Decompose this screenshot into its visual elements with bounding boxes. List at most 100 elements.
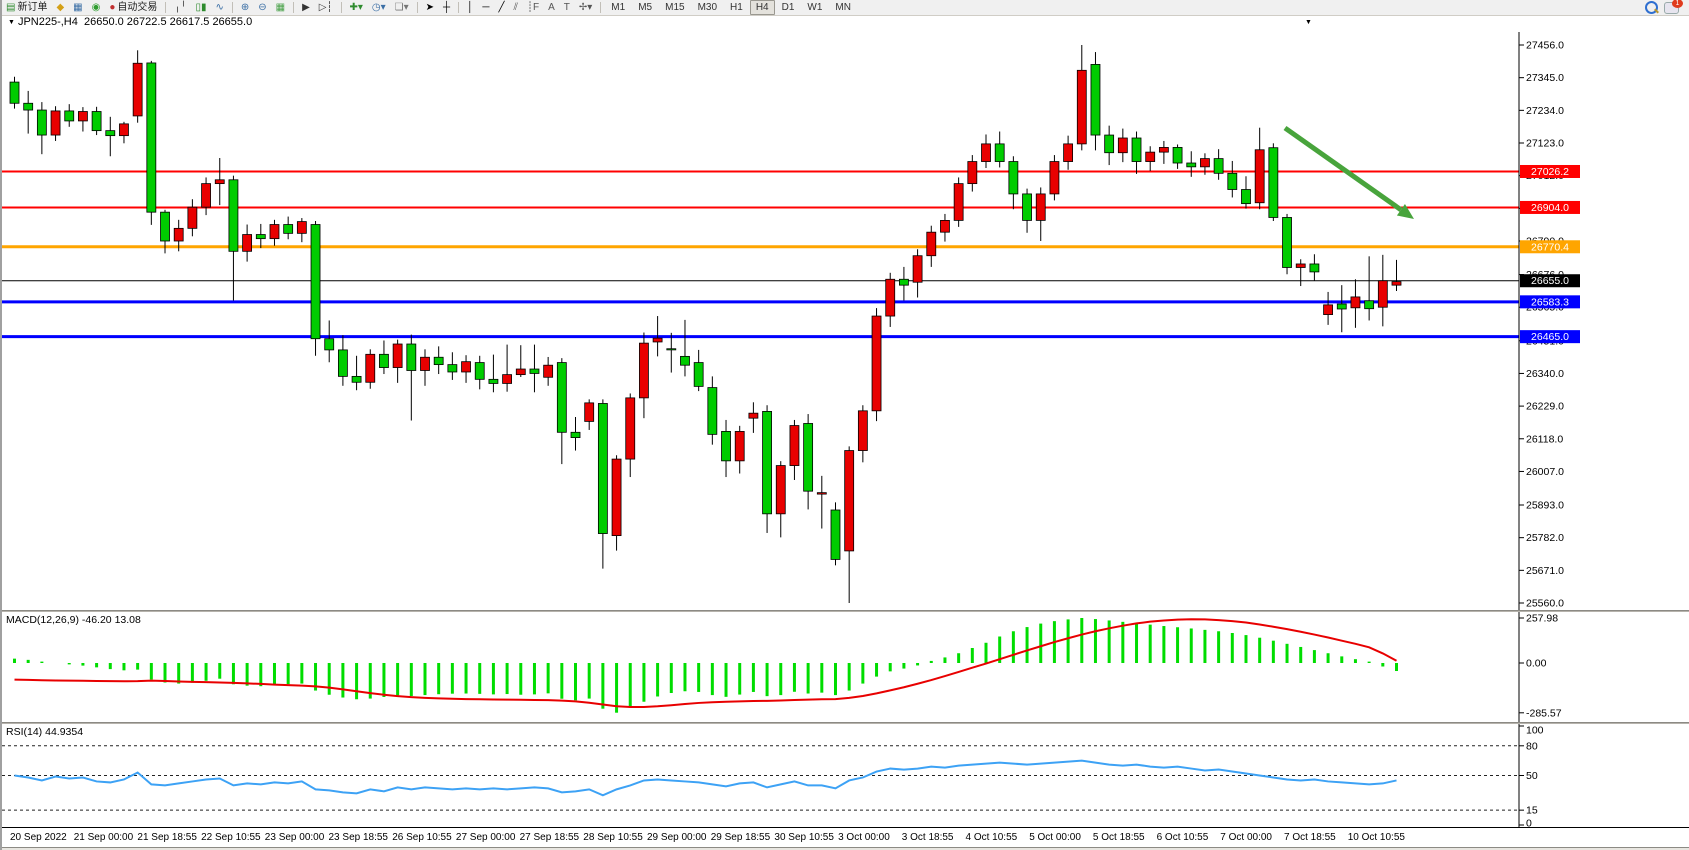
timeframe-button-h4[interactable]: H4: [749, 0, 775, 15]
candle: [570, 431, 581, 439]
cursor-button[interactable]: ➤: [422, 0, 438, 15]
rsi-tick-label: 0: [1526, 818, 1532, 828]
candle: [748, 412, 759, 419]
candle: [1350, 296, 1361, 309]
crosshair-button[interactable]: ┼: [439, 0, 454, 15]
candle: [515, 368, 526, 376]
candle: [1158, 147, 1169, 153]
arrows-tool-button[interactable]: ✢▾: [575, 0, 596, 15]
time-label: 23 Sep 18:55: [328, 832, 389, 843]
timeframe-button-m1[interactable]: M1: [611, 2, 626, 13]
candle: [803, 423, 814, 492]
candle: [146, 62, 157, 213]
symbols-button[interactable]: ◆: [52, 0, 68, 15]
fibonacci-button[interactable]: ┊F: [523, 0, 543, 15]
collapse-icon[interactable]: ▼: [8, 19, 15, 26]
new-order-button[interactable]: ▤ 新订单: [2, 0, 51, 15]
candle: [967, 161, 978, 185]
chart-shift-marker-icon[interactable]: ▼: [1305, 19, 1312, 26]
candle: [1063, 143, 1074, 162]
candle: [597, 403, 608, 534]
macd-axis[interactable]: 257.98 0.00 -285.57: [1518, 612, 1689, 722]
indicators-button[interactable]: ✚▾: [346, 0, 367, 15]
zoom-out-button[interactable]: ⊖: [254, 0, 270, 15]
price-chart-canvas[interactable]: 27456.027345.027234.027123.027012.026901…: [2, 31, 1689, 610]
candle: [529, 368, 540, 374]
fibonacci-button-icon: ┊F: [526, 1, 540, 13]
market-watch-button[interactable]: ▦: [69, 0, 86, 15]
candle: [1035, 193, 1046, 221]
signals-button[interactable]: ◉: [88, 0, 105, 15]
auto-scroll-button[interactable]: ▶: [298, 0, 314, 15]
candle: [1008, 161, 1019, 195]
timeframe-button-d1[interactable]: D1: [781, 2, 795, 13]
candle: [105, 130, 116, 137]
panel-separator[interactable]: [2, 610, 1689, 612]
candle: [23, 102, 34, 111]
autotrading-button[interactable]: ● 自动交易: [105, 0, 161, 15]
equidistant-channel-button[interactable]: ⫽: [510, 0, 522, 15]
trendline-button[interactable]: ╱: [494, 0, 508, 15]
time-label: 26 Sep 10:55: [392, 832, 452, 843]
horizontal-line-objects[interactable]: [2, 170, 1519, 339]
text-label-button-icon: T: [563, 1, 570, 13]
autotrading-button-label: 自动交易: [117, 2, 158, 13]
rsi-axis[interactable]: 100 80 50 150: [1518, 724, 1689, 828]
zoom-in-button[interactable]: ⊕: [237, 0, 253, 15]
candle: [543, 364, 554, 378]
candle: [420, 356, 430, 371]
trend-arrow-object[interactable]: [1283, 125, 1403, 212]
new-order-button-label: 新订单: [17, 2, 48, 13]
time-label: 3 Oct 00:00: [838, 832, 890, 843]
text-label-button[interactable]: T: [560, 0, 574, 15]
notifications-icon[interactable]: 1: [1664, 0, 1683, 14]
price-chart-panel[interactable]: 27456.027345.027234.027123.027012.026901…: [2, 31, 1689, 610]
bar-chart-button[interactable]: ╷╵: [170, 0, 190, 15]
candle: [1241, 189, 1251, 205]
chart-shift-button[interactable]: ▷┆: [315, 0, 337, 15]
timeframe-button-m5[interactable]: M5: [638, 2, 653, 13]
chart-ohlc-values: 26650.0 26722.5 26617.5 26655.0: [83, 16, 253, 28]
notification-badge: 1: [1672, 0, 1683, 8]
candle: [119, 123, 129, 137]
window-bottom-edge: [2, 847, 1689, 850]
line-chart-button-icon: ∿: [215, 1, 224, 13]
candle: [324, 338, 335, 351]
candle-chart-button[interactable]: ▯▮: [191, 0, 210, 15]
periods-button[interactable]: ◷▾: [368, 0, 390, 15]
panel-separator[interactable]: [2, 722, 1689, 724]
timeframe-button-m30[interactable]: M30: [697, 2, 718, 13]
rsi-canvas[interactable]: 100 80 50 150: [2, 724, 1689, 827]
time-axis[interactable]: 20 Sep 2022 21 Sep 00:00 21 Sep 18:55 22 Se…: [2, 827, 1689, 848]
text-button[interactable]: A: [544, 0, 559, 15]
candle: [406, 343, 417, 371]
search-icon[interactable]: [1645, 1, 1658, 14]
macd-panel[interactable]: 257.98 0.00 -285.57 MACD(12,26,9) -46.20 1…: [2, 612, 1689, 722]
line-chart-button[interactable]: ∿: [211, 0, 227, 15]
tile-windows-button[interactable]: ▦: [272, 0, 289, 15]
candle: [296, 221, 307, 234]
candle: [1145, 151, 1156, 162]
candle: [1090, 64, 1101, 136]
price-tag: [1520, 240, 1580, 254]
rsi-tick-label: 50: [1526, 770, 1538, 782]
timeframe-button-mn[interactable]: MN: [835, 2, 851, 13]
horizontal-line-button[interactable]: ─: [478, 0, 493, 15]
vertical-line-button[interactable]: │: [463, 0, 477, 15]
price-axis[interactable]: 27456.027345.027234.027123.027012.026901…: [1518, 31, 1689, 610]
timeframe-button-h1[interactable]: H1: [730, 2, 743, 13]
timeframe-button-w1[interactable]: W1: [807, 2, 823, 13]
macd-signal-line: [14, 618, 1397, 708]
candle: [379, 353, 389, 368]
candle: [50, 110, 61, 136]
toolbar-separator: [231, 2, 233, 13]
macd-canvas[interactable]: 257.98 0.00 -285.57: [2, 612, 1689, 722]
timeframe-button-m15[interactable]: M15: [665, 2, 685, 13]
rsi-tick-label: 100: [1526, 725, 1544, 737]
rsi-panel[interactable]: 100 80 50 15 0 RSI(14) 44.9354: [2, 724, 1689, 827]
price-tick-label: 26118.0: [1526, 433, 1563, 445]
templates-button[interactable]: ❏▾: [391, 0, 413, 15]
candle: [1364, 300, 1375, 310]
time-label: 30 Sep 10:55: [774, 832, 834, 843]
